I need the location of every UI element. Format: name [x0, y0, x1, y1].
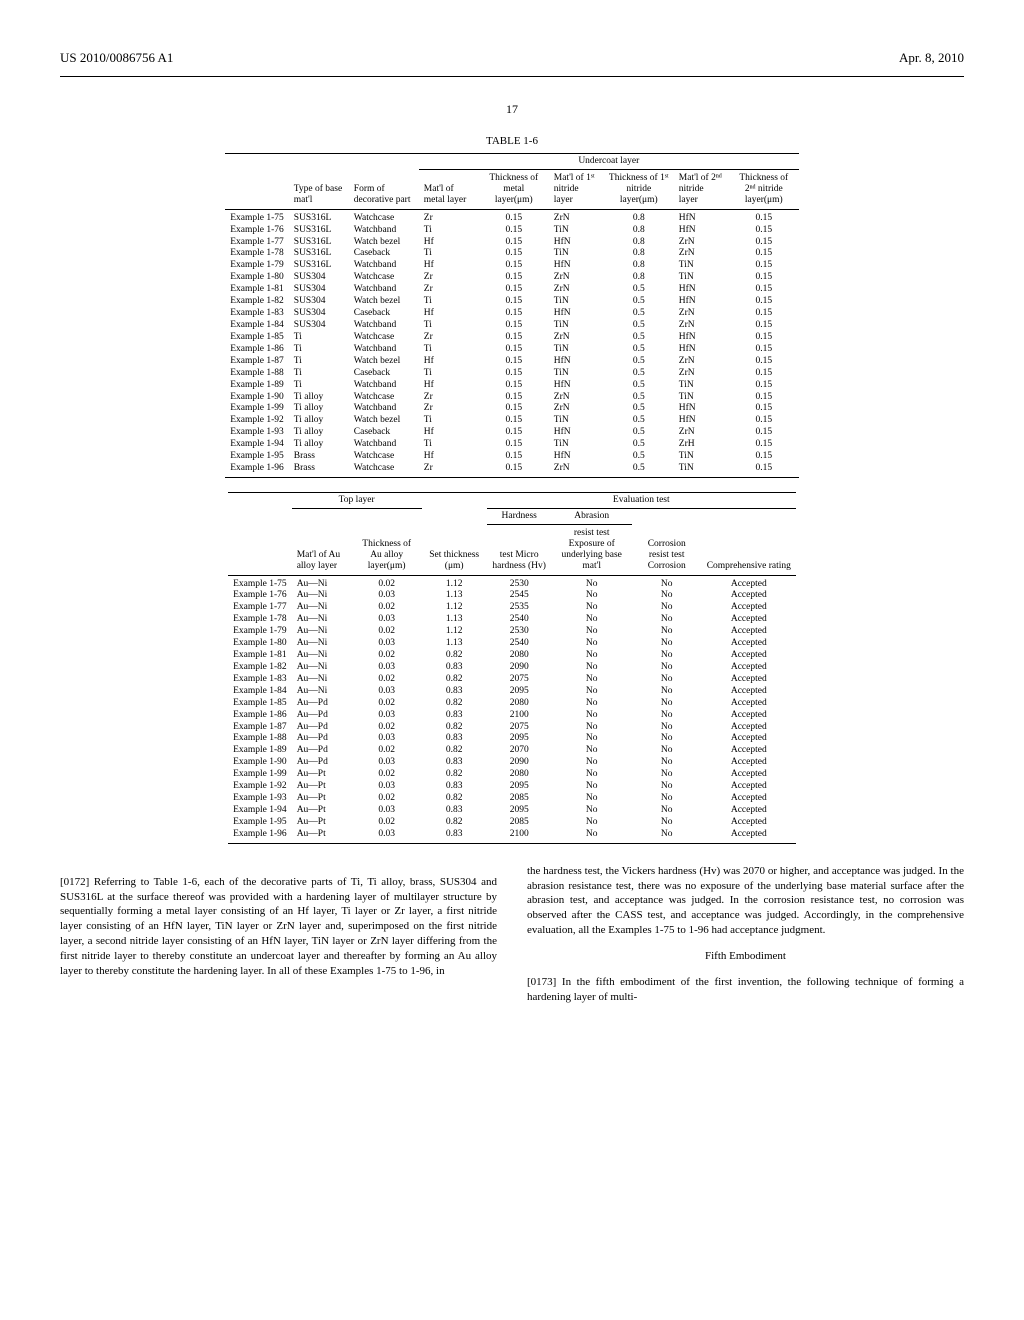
table-row: Example 1-86TiWatchbandTi0.15TiN0.5HfN0.…: [225, 343, 799, 355]
paragraph-0172: [0172] Referring to Table 1-6, each of t…: [60, 875, 497, 979]
table-row: Example 1-87TiWatch bezelHf0.15HfN0.5ZrN…: [225, 355, 799, 367]
table2-headers: Mat'l of Au alloy layer Thickness of Au …: [228, 524, 796, 575]
table-row: Example 1-99Au—Pt0.020.822080NoNoAccepte…: [228, 769, 796, 781]
table-row: Example 1-80Au—Ni0.031.132540NoNoAccepte…: [228, 638, 796, 650]
publication-number: US 2010/0086756 A1: [60, 50, 173, 66]
group-undercoat: Undercoat layer: [419, 154, 799, 170]
table-row: Example 1-90Ti alloyWatchcaseZr0.15ZrN0.…: [225, 391, 799, 403]
table-row: Example 1-89Au—Pd0.020.822070NoNoAccepte…: [228, 745, 796, 757]
table-row: Example 1-88Au—Pd0.030.832095NoNoAccepte…: [228, 733, 796, 745]
table-row: Example 1-94Ti alloyWatchbandTi0.15TiN0.…: [225, 439, 799, 451]
table-row: Example 1-78Au—Ni0.031.132540NoNoAccepte…: [228, 614, 796, 626]
table-row: Example 1-87Au—Pd0.020.822075NoNoAccepte…: [228, 721, 796, 733]
table-row: Example 1-77SUS316LWatch bezelHf0.15HfN0…: [225, 236, 799, 248]
table-row: Example 1-93Ti alloyCasebackHf0.15HfN0.5…: [225, 427, 799, 439]
table-row: Example 1-79SUS316LWatchbandHf0.15HfN0.8…: [225, 260, 799, 272]
table-row: Example 1-92Au—Pt0.030.832095NoNoAccepte…: [228, 781, 796, 793]
table-row: Example 1-83SUS304CasebackHf0.15HfN0.5Zr…: [225, 308, 799, 320]
table-row: Example 1-93Au—Pt0.020.822085NoNoAccepte…: [228, 793, 796, 805]
group-eval: Evaluation test: [487, 492, 796, 508]
group-top-layer: Top layer: [292, 492, 422, 508]
table-row: Example 1-85TiWatchcaseZr0.15ZrN0.5HfN0.…: [225, 331, 799, 343]
paragraph-0172-cont: the hardness test, the Vickers hardness …: [527, 864, 964, 938]
table-1-6-lower: Top layer Evaluation test Hardness Abras…: [228, 492, 796, 844]
table-row: Example 1-94Au—Pt0.030.832095NoNoAccepte…: [228, 805, 796, 817]
table-row: Example 1-76SUS316LWatchbandTi0.15TiN0.8…: [225, 224, 799, 236]
table-row: Example 1-85Au—Pd0.020.822080NoNoAccepte…: [228, 697, 796, 709]
publication-date: Apr. 8, 2010: [899, 50, 964, 66]
table1-headers: Type of base mat'l Form of decorative pa…: [225, 169, 799, 209]
page-header: US 2010/0086756 A1 Apr. 8, 2010: [60, 50, 964, 66]
table-row: Example 1-79Au—Ni0.021.122530NoNoAccepte…: [228, 626, 796, 638]
table-row: Example 1-95BrassWatchcaseHf0.15HfN0.5Ti…: [225, 451, 799, 463]
table-row: Example 1-84SUS304WatchbandTi0.15TiN0.5Z…: [225, 319, 799, 331]
table-1-6-upper: Undercoat layer Type of base mat'l Form …: [225, 153, 799, 478]
table-row: Example 1-82SUS304Watch bezelTi0.15TiN0.…: [225, 296, 799, 308]
table-row: Example 1-86Au—Pd0.030.832100NoNoAccepte…: [228, 709, 796, 721]
table-row: Example 1-76Au—Ni0.031.132545NoNoAccepte…: [228, 590, 796, 602]
table-row: Example 1-99Ti alloyWatchbandZr0.15ZrN0.…: [225, 403, 799, 415]
table-row: Example 1-77Au—Ni0.021.122535NoNoAccepte…: [228, 602, 796, 614]
table-row: Example 1-75SUS316LWatchcaseZr0.15ZrN0.8…: [225, 209, 799, 224]
table-row: Example 1-81Au—Ni0.020.822080NoNoAccepte…: [228, 650, 796, 662]
table-row: Example 1-96Au—Pt0.030.832100NoNoAccepte…: [228, 828, 796, 843]
table-row: Example 1-81SUS304WatchbandZr0.15ZrN0.5H…: [225, 284, 799, 296]
paragraph-0173: [0173] In the fifth embodiment of the fi…: [527, 975, 964, 1005]
table-row: Example 1-89TiWatchbandHf0.15HfN0.5TiN0.…: [225, 379, 799, 391]
table-row: Example 1-84Au—Ni0.030.832095NoNoAccepte…: [228, 685, 796, 697]
table-row: Example 1-83Au—Ni0.020.822075NoNoAccepte…: [228, 673, 796, 685]
table-row: Example 1-92Ti alloyWatch bezelTi0.15TiN…: [225, 415, 799, 427]
table-row: Example 1-80SUS304WatchcaseZr0.15ZrN0.8T…: [225, 272, 799, 284]
page-number: 17: [60, 102, 964, 117]
table-row: Example 1-78SUS316LCasebackTi0.15TiN0.8Z…: [225, 248, 799, 260]
table-row: Example 1-95Au—Pt0.020.822085NoNoAccepte…: [228, 816, 796, 828]
header-divider: [60, 76, 964, 77]
table-row: Example 1-96BrassWatchcaseZr0.15ZrN0.5Ti…: [225, 463, 799, 478]
table1-title: TABLE 1-6: [60, 135, 964, 147]
table-row: Example 1-88TiCasebackTi0.15TiN0.5ZrN0.1…: [225, 367, 799, 379]
body-text: [0172] Referring to Table 1-6, each of t…: [60, 864, 964, 1005]
table-row: Example 1-82Au—Ni0.030.832090NoNoAccepte…: [228, 661, 796, 673]
fifth-embodiment-title: Fifth Embodiment: [527, 949, 964, 964]
table-row: Example 1-75Au—Ni0.021.122530NoNoAccepte…: [228, 575, 796, 590]
table-row: Example 1-90Au—Pd0.030.832090NoNoAccepte…: [228, 757, 796, 769]
